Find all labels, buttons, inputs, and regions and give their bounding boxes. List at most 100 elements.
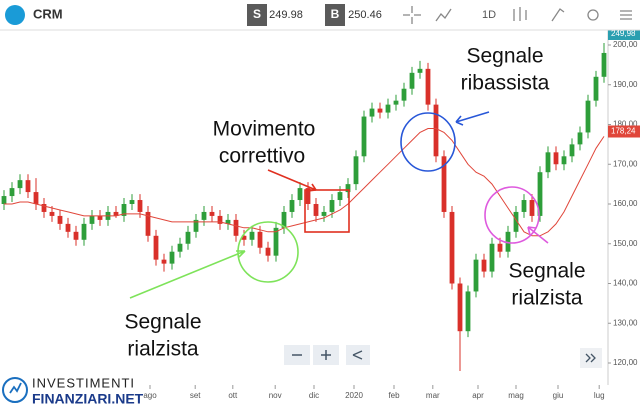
candle-body	[337, 192, 343, 201]
candle-body	[25, 180, 31, 193]
candle-body	[489, 243, 495, 272]
candle-body	[353, 156, 359, 185]
buy-label: B	[331, 7, 340, 21]
candle-body	[217, 215, 223, 224]
candle-body	[89, 215, 95, 224]
logo-text: INVESTIMENTI	[32, 375, 135, 390]
share-icon	[352, 350, 363, 360]
logo-text: FINANZIARI.NET	[32, 391, 144, 407]
candle-body	[161, 259, 167, 264]
highlight-circle	[237, 221, 299, 283]
candle-body	[9, 188, 15, 197]
x-tick-label: mag	[508, 391, 524, 400]
candle-body	[65, 223, 71, 232]
candle-body	[113, 211, 119, 216]
x-tick-label: apr	[472, 391, 484, 400]
candle-body	[273, 227, 279, 256]
candle-body	[529, 200, 535, 216]
sell-label: S	[253, 7, 261, 21]
ma-price-label: 178,24	[611, 127, 636, 136]
sell-button[interactable]	[247, 4, 267, 26]
y-tick-label: 140,00	[613, 279, 638, 288]
candle-body	[497, 243, 503, 252]
highlight-circle	[400, 112, 456, 172]
zoom-in-icon	[321, 350, 331, 360]
candle-body	[313, 204, 319, 216]
logo-mark	[9, 382, 22, 394]
toolbar: CRM S 249.98 B 250.46 1D	[0, 0, 640, 31]
candle-body	[585, 100, 591, 133]
candle-body	[297, 188, 303, 201]
plot: 120,00 130,00 140,00 150,00 160,00 170,00 180,…	[1, 28, 640, 400]
candle-body	[537, 172, 543, 216]
annotation: Segnale	[124, 311, 201, 334]
toolbar-bg	[0, 0, 640, 30]
candle-body	[465, 291, 471, 332]
candle-body	[57, 215, 63, 224]
candle-body	[249, 231, 255, 240]
candle-body	[41, 204, 47, 212]
x-tick-label: dic	[309, 391, 319, 400]
candle-body	[265, 247, 271, 256]
candle-body	[201, 211, 207, 220]
arrow	[455, 111, 490, 126]
scroll-end[interactable]	[580, 348, 602, 368]
candle-body	[241, 235, 247, 240]
candle-body	[97, 215, 103, 220]
candle-body	[513, 211, 519, 232]
sell-price: 249.98	[269, 9, 303, 21]
candle-body	[521, 200, 527, 212]
x-tick-label: nov	[269, 391, 282, 400]
ma-price-tag	[608, 125, 640, 138]
candle-body	[401, 88, 407, 101]
candle-body	[569, 144, 575, 157]
candle-body	[601, 52, 607, 77]
candle-body	[369, 108, 375, 117]
candle-body	[185, 231, 191, 244]
candle-body	[457, 283, 463, 332]
candle-body	[561, 156, 567, 165]
symbol: CRM	[33, 6, 63, 21]
candle-body	[153, 235, 159, 260]
x-tick-label: giu	[553, 391, 564, 400]
candle-body	[281, 211, 287, 228]
candle-body	[577, 132, 583, 145]
last-price-label: 249,98	[611, 29, 636, 38]
y-tick-label: 190,00	[613, 80, 638, 89]
candle-body	[145, 211, 151, 236]
candle-body	[81, 223, 87, 240]
annotation: Segnale	[508, 260, 585, 283]
candle-body	[417, 68, 423, 73]
y-tick-label: 180,00	[613, 120, 638, 129]
candle-body	[33, 192, 39, 204]
candle-body	[73, 231, 79, 240]
candle-body	[433, 104, 439, 157]
highlight-circle	[484, 186, 540, 244]
share[interactable]	[346, 345, 370, 365]
candle-body	[393, 100, 399, 105]
candle-body	[377, 108, 383, 113]
toolbar-icons[interactable]	[403, 6, 632, 24]
buy-price: 250.46	[348, 9, 382, 21]
candle-body	[129, 200, 135, 204]
candle-body	[449, 211, 455, 284]
arrow	[527, 226, 549, 244]
candle-body	[553, 152, 559, 165]
buy-button[interactable]	[325, 4, 345, 26]
candle-body	[425, 68, 431, 105]
candle-body	[1, 196, 7, 204]
timeframe[interactable]: 1D	[482, 9, 496, 21]
candle-body	[361, 116, 367, 157]
candle-body	[233, 219, 239, 236]
logo-icon	[5, 5, 25, 25]
candle-body	[505, 231, 511, 252]
y-tick-label: 150,00	[613, 239, 638, 248]
candle-body	[321, 211, 327, 216]
candle-body	[593, 76, 599, 101]
candle-body	[169, 251, 175, 264]
arrow	[267, 169, 317, 192]
candle-body	[49, 211, 55, 216]
annotation: Segnale	[466, 45, 543, 68]
arrow	[129, 250, 246, 299]
